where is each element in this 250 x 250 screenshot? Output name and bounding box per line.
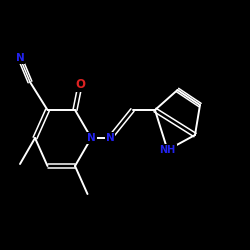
Text: N: N (16, 53, 24, 63)
Text: NH: NH (160, 145, 176, 155)
Text: N: N (87, 133, 96, 143)
Text: N: N (106, 133, 114, 143)
Text: O: O (75, 78, 85, 92)
